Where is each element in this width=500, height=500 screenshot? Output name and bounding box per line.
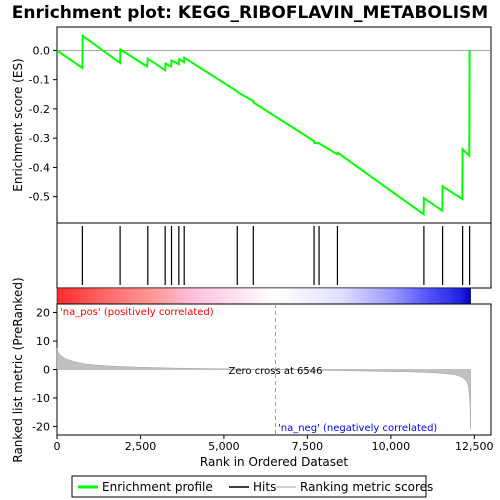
legend: Enrichment profile Hits Ranking metric s… xyxy=(71,475,433,498)
chart-title: Enrichment plot: KEGG_RIBOFLAVIN_METABOL… xyxy=(12,3,488,23)
metric-tick-label: -20 xyxy=(32,420,50,433)
metric-tick-label: 20 xyxy=(36,307,50,320)
x-tick-label: 10,000 xyxy=(372,440,411,453)
x-tick-label: 7,500 xyxy=(292,440,324,453)
x-tick-label: 5,000 xyxy=(208,440,240,453)
metric-tick-label: 10 xyxy=(36,335,50,348)
es-axis: 0.0 -0.1 -0.2 -0.3 -0.4 -0.5 xyxy=(29,44,57,204)
negative-correlation-label: 'na_neg' (negatively correlated) xyxy=(278,423,437,434)
metric-axis: 20 10 0 -10 -20 xyxy=(32,307,57,433)
es-panel: 0.0 -0.1 -0.2 -0.3 -0.4 -0.5 xyxy=(29,26,492,224)
x-tick-label: 2,500 xyxy=(125,440,157,453)
legend-item-profile: Enrichment profile xyxy=(102,480,213,494)
ranking-metric-area xyxy=(56,348,471,430)
es-panel-frame xyxy=(56,26,492,224)
es-tick-label: -0.4 xyxy=(29,161,50,174)
es-tick-label: -0.1 xyxy=(29,74,50,87)
es-tick-label: 0.0 xyxy=(33,44,51,57)
hits-panel xyxy=(56,222,492,289)
x-tick-label: 0 xyxy=(54,440,61,453)
hits-marks xyxy=(81,226,471,285)
hits-panel-frame xyxy=(56,222,492,289)
zero-cross-label: Zero cross at 6546 xyxy=(229,366,323,377)
legend-item-hits: Hits xyxy=(253,480,276,494)
x-axis-label: Rank in Ordered Dataset xyxy=(200,455,348,469)
metric-tick-label: 0 xyxy=(43,364,50,377)
legend-item-metric: Ranking metric scores xyxy=(300,480,433,494)
enrichment-profile-line xyxy=(56,33,471,217)
es-axis-label: Enrichment score (ES) xyxy=(11,58,25,191)
x-tick-label: 12,500 xyxy=(455,440,494,453)
ranking-heat-bar xyxy=(56,287,471,305)
metric-axis-label: Ranked list metric (PreRanked) xyxy=(11,277,25,462)
metric-panel: 20 10 0 -10 -20 'na_pos' (positively correla… xyxy=(32,303,492,436)
x-axis: 0 2,500 5,000 7,500 10,000 12,500 xyxy=(54,435,494,453)
es-tick-label: -0.2 xyxy=(29,103,50,116)
positive-correlation-label: 'na_pos' (positively correlated) xyxy=(60,307,214,318)
es-tick-label: -0.5 xyxy=(29,191,50,204)
metric-tick-label: -10 xyxy=(32,392,50,405)
es-tick-label: -0.3 xyxy=(29,132,50,145)
